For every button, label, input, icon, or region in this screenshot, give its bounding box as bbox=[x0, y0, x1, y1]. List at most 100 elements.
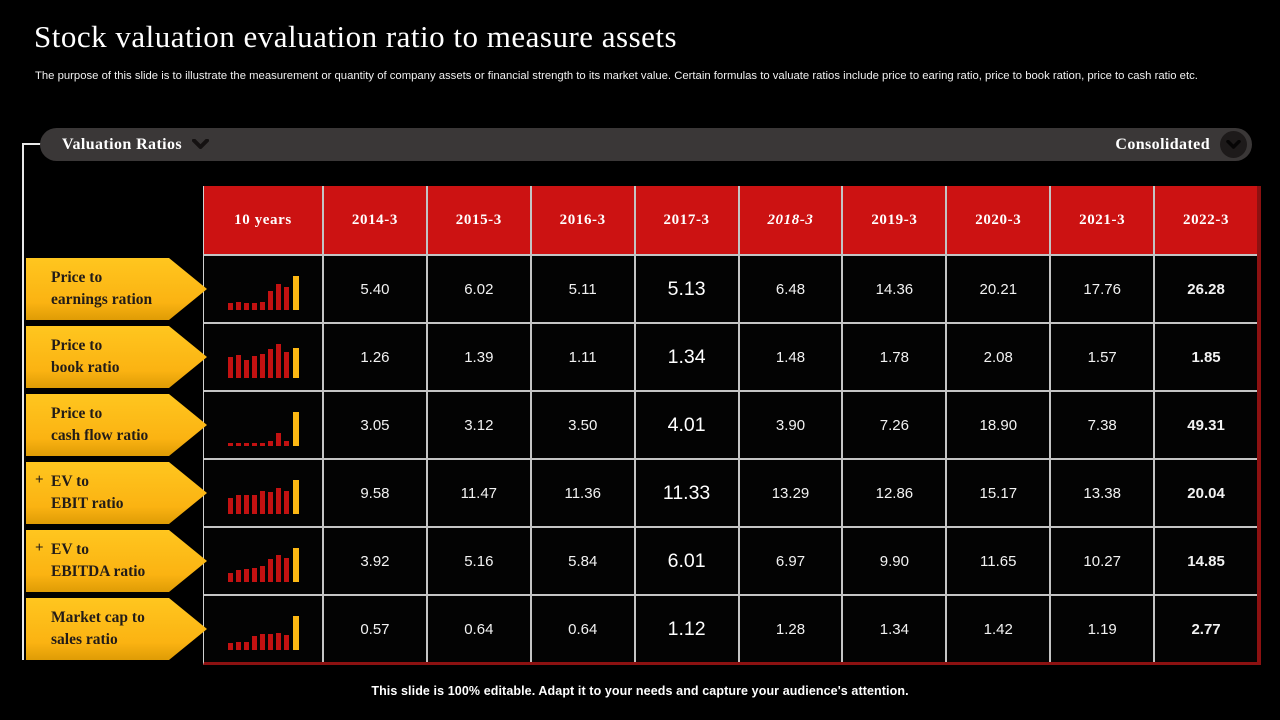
value-cell: 1.28 bbox=[739, 596, 842, 662]
column-header-10-years: 10 years bbox=[204, 186, 322, 254]
spark-bar bbox=[275, 284, 281, 310]
value-cell: 1.19 bbox=[1051, 596, 1154, 662]
value-cell: 11.33 bbox=[635, 460, 738, 526]
spark-bar bbox=[259, 354, 265, 378]
spark-bar bbox=[267, 492, 273, 514]
spark-bar bbox=[251, 443, 257, 446]
value-cell: 13.29 bbox=[739, 460, 842, 526]
spark-bar bbox=[283, 287, 289, 310]
spark-bar bbox=[292, 276, 299, 310]
column-header-2017-3: 2017-3 bbox=[635, 186, 738, 254]
row-label-arrow-price-to-book-ratio[interactable]: Price to book ratio bbox=[26, 326, 207, 388]
value-cell: 7.38 bbox=[1051, 392, 1154, 458]
value-cell: 14.36 bbox=[843, 256, 946, 322]
spark-bar bbox=[259, 491, 265, 514]
row-label-arrow-ev-to-ebit-ratio[interactable]: + EV to EBIT ratio bbox=[26, 462, 207, 524]
value-cell: 1.42 bbox=[947, 596, 1050, 662]
sparkline-bar-chart bbox=[227, 476, 299, 514]
sparkline-bar-chart bbox=[227, 272, 299, 310]
value-cell: 9.58 bbox=[324, 460, 426, 526]
value-cell: 9.90 bbox=[843, 528, 946, 594]
spark-bar bbox=[259, 302, 265, 310]
spark-bar bbox=[243, 569, 249, 582]
spark-bar bbox=[292, 412, 299, 446]
spark-bar bbox=[267, 441, 273, 446]
spark-bar bbox=[251, 303, 257, 310]
column-header-2019-3: 2019-3 bbox=[843, 186, 946, 254]
row-label-arrow-market-cap-to-sales-ratio[interactable]: Market cap to sales ratio bbox=[26, 598, 207, 660]
valuation-ratios-dropdown[interactable]: Valuation Ratios bbox=[62, 136, 210, 154]
spark-bar bbox=[251, 636, 257, 650]
row-label-line: Price to bbox=[51, 268, 103, 286]
consolidated-dropdown[interactable]: Consolidated bbox=[1115, 131, 1247, 158]
value-cell: 3.12 bbox=[427, 392, 530, 458]
value-cell: 12.86 bbox=[843, 460, 946, 526]
row-label-line: earnings ration bbox=[51, 291, 153, 308]
spark-bar bbox=[292, 548, 299, 582]
row-label-arrow-price-to-earnings-ration[interactable]: Price to earnings ration bbox=[26, 258, 207, 320]
value-cell: 5.40 bbox=[324, 256, 426, 322]
column-header-2021-3: 2021-3 bbox=[1051, 186, 1154, 254]
value-cell: 1.48 bbox=[739, 324, 842, 390]
value-cell: 3.05 bbox=[324, 392, 426, 458]
spark-bar bbox=[227, 573, 233, 582]
sparkline-bar-chart bbox=[227, 544, 299, 582]
value-cell: 4.01 bbox=[635, 392, 738, 458]
row-label-arrow-price-to-cash-flow-ratio[interactable]: Price to cash flow ratio bbox=[26, 394, 207, 456]
value-cell: 1.26 bbox=[324, 324, 426, 390]
sparkline-cell bbox=[204, 392, 322, 458]
value-cell: 20.04 bbox=[1155, 460, 1257, 526]
row-label-line: Price to bbox=[51, 404, 103, 422]
value-cell: 14.85 bbox=[1155, 528, 1257, 594]
value-cell: 11.36 bbox=[531, 460, 634, 526]
row-label-line: EBITDA ratio bbox=[51, 563, 146, 580]
value-cell: 6.02 bbox=[427, 256, 530, 322]
value-cell: 18.90 bbox=[947, 392, 1050, 458]
value-cell: 0.64 bbox=[427, 596, 530, 662]
value-cell: 26.28 bbox=[1155, 256, 1257, 322]
spark-bar bbox=[283, 635, 289, 650]
row-label-line: EBIT ratio bbox=[51, 495, 124, 512]
spark-bar bbox=[251, 356, 257, 378]
chevron-down-icon bbox=[1220, 131, 1247, 158]
value-cell: 1.11 bbox=[531, 324, 634, 390]
value-cell: 2.08 bbox=[947, 324, 1050, 390]
value-cell: 15.17 bbox=[947, 460, 1050, 526]
column-header-2020-3: 2020-3 bbox=[947, 186, 1050, 254]
sparkline-cell bbox=[204, 596, 322, 662]
value-cell: 1.85 bbox=[1155, 324, 1257, 390]
value-cell: 5.16 bbox=[427, 528, 530, 594]
connector-line bbox=[22, 143, 42, 145]
spark-bar bbox=[227, 303, 233, 310]
value-cell: 0.57 bbox=[324, 596, 426, 662]
row-label-line: cash flow ratio bbox=[51, 427, 149, 444]
spark-bar bbox=[243, 303, 249, 310]
page-title: Stock valuation evaluation ratio to meas… bbox=[34, 19, 678, 54]
sparkline-cell bbox=[204, 460, 322, 526]
value-cell: 5.11 bbox=[531, 256, 634, 322]
value-cell: 1.39 bbox=[427, 324, 530, 390]
plus-sign: + bbox=[35, 540, 44, 556]
value-cell: 5.84 bbox=[531, 528, 634, 594]
value-cell: 0.64 bbox=[531, 596, 634, 662]
spark-bar bbox=[275, 433, 281, 446]
column-header-2022-3: 2022-3 bbox=[1155, 186, 1257, 254]
slide-description: The purpose of this slide is to illustra… bbox=[35, 70, 1198, 82]
spark-bar bbox=[235, 302, 241, 310]
plus-sign: + bbox=[35, 472, 44, 488]
row-label-arrow-ev-to-ebitda-ratio[interactable]: + EV to EBITDA ratio bbox=[26, 530, 207, 592]
spark-bar bbox=[292, 616, 299, 650]
value-cell: 1.34 bbox=[843, 596, 946, 662]
value-cell: 1.57 bbox=[1051, 324, 1154, 390]
spark-bar bbox=[227, 357, 233, 378]
row-label-line: book ratio bbox=[51, 359, 120, 376]
spark-bar bbox=[275, 344, 281, 378]
spark-bar bbox=[267, 559, 273, 582]
spark-bar bbox=[251, 495, 257, 514]
row-label-arrows: Price to earnings ration Price to book rati… bbox=[26, 256, 208, 666]
spark-bar bbox=[235, 495, 241, 514]
value-cell: 11.47 bbox=[427, 460, 530, 526]
spark-bar bbox=[259, 443, 265, 446]
spark-bar bbox=[267, 291, 273, 310]
sparkline-cell bbox=[204, 528, 322, 594]
